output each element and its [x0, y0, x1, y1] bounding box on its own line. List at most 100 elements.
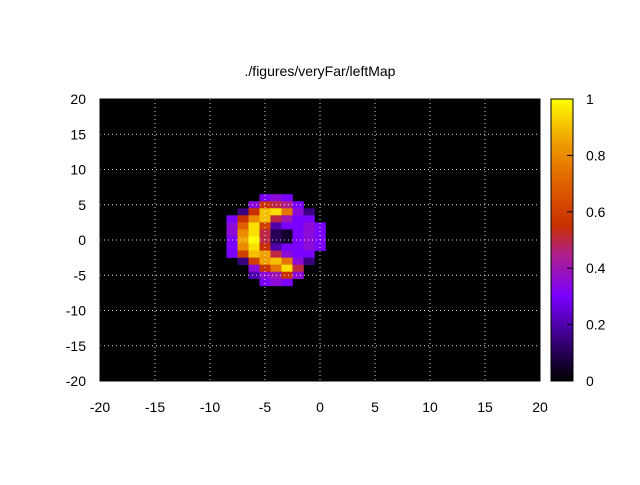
heatmap-cell: [248, 236, 260, 244]
heatmap-cell: [259, 236, 271, 244]
heatmap-cell: [292, 243, 304, 251]
colorbar-ticks: 0 0.2 0.4 0.6 0.8 1: [567, 91, 606, 389]
heatmap-cell: [281, 250, 293, 258]
heatmap-cell: [292, 201, 304, 209]
heatmap-cell: [281, 257, 293, 265]
x-tick-label: -20: [90, 399, 110, 415]
heatmap-cell: [259, 250, 271, 258]
heatmap-cell: [292, 264, 304, 273]
heatmap-cells: [226, 194, 326, 287]
heatmap-cell: [226, 222, 238, 230]
heatmap-cell: [303, 229, 315, 237]
heatmap-cell: [237, 243, 249, 251]
y-tick-label: 15: [70, 126, 86, 142]
heatmap-cell: [259, 229, 271, 237]
heatmap-cell: [226, 250, 238, 258]
x-axis-ticks: -20 -15 -10 -5 0 5 10 15 20: [90, 399, 548, 415]
heatmap-cell: [270, 243, 282, 251]
heatmap-cell: [237, 229, 249, 237]
heatmap-cell: [303, 243, 315, 251]
heatmap-cell: [270, 264, 282, 273]
y-tick-label: 20: [70, 91, 86, 107]
heatmap-cell: [259, 257, 271, 265]
x-tick-label: -5: [259, 399, 272, 415]
heatmap-cell: [270, 229, 282, 237]
heatmap-cell: [270, 194, 282, 202]
heatmap-cell: [259, 201, 271, 209]
y-tick-label: -15: [66, 338, 86, 354]
x-tick-label: 10: [422, 399, 438, 415]
heatmap-cell: [248, 229, 260, 237]
heatmap-cell: [226, 243, 238, 251]
heatmap-cell: [292, 257, 304, 265]
heatmap-cell: [237, 215, 249, 223]
x-tick-label: -10: [200, 399, 220, 415]
heatmap-cell: [303, 257, 315, 265]
plot-frame: [99, 98, 541, 382]
x-tick-label: 5: [371, 399, 379, 415]
heatmap-cell: [292, 271, 304, 280]
y-axis-ticks: -20 -15 -10 -5 0 5 10 15 20: [66, 91, 86, 389]
chart-title: ./figures/veryFar/leftMap: [245, 63, 396, 79]
x-tick-label: 0: [316, 399, 324, 415]
heatmap-cell: [281, 271, 293, 280]
heatmap-cell: [270, 222, 282, 230]
heatmap-cell: [237, 208, 249, 216]
heatmap-cell: [281, 229, 293, 237]
y-tick-label: 5: [78, 197, 86, 213]
heatmap-cell: [281, 215, 293, 223]
heatmap-cell: [248, 201, 260, 209]
heatmap-cell: [237, 250, 249, 258]
heatmap-cell: [281, 201, 293, 209]
heatmap-cell: [303, 236, 315, 244]
heatmap-cell: [237, 222, 249, 230]
heatmap-cell: [248, 264, 260, 273]
heatmap-cell: [226, 229, 238, 237]
x-tick-label: 15: [477, 399, 493, 415]
heatmap-cell: [292, 208, 304, 216]
heatmap-cell: [259, 264, 271, 273]
colorbar-tick-label: 1: [586, 91, 594, 107]
heatmap-cell: [292, 236, 304, 244]
heatmap-cell: [303, 222, 315, 230]
y-tick-label: 10: [70, 162, 86, 178]
heatmap-cell: [226, 215, 238, 223]
y-tick-label: -10: [66, 303, 86, 319]
heatmap-cell: [248, 243, 260, 251]
heatmap-cell: [281, 278, 293, 287]
y-tick-label: -5: [74, 267, 87, 283]
heatmap-cell: [303, 208, 315, 216]
heatmap-cell: [270, 278, 282, 287]
colorbar-tick-label: 0: [586, 373, 594, 389]
heatmap-cell: [270, 250, 282, 258]
heatmap-cell: [259, 194, 271, 202]
heatmap-cell: [281, 208, 293, 216]
heatmap-cell: [292, 229, 304, 237]
heatmap-cell: [292, 222, 304, 230]
heatmap-cell: [281, 264, 293, 273]
y-tick-label: -20: [66, 373, 86, 389]
colorbar-tick-label: 0.8: [586, 147, 606, 163]
heatmap-cell: [237, 236, 249, 244]
colorbar-tick-label: 0.6: [586, 204, 606, 220]
heatmap-cell: [270, 257, 282, 265]
heatmap-cell: [281, 222, 293, 230]
grid-lines: [100, 99, 540, 381]
heatmap-cell: [248, 257, 260, 265]
x-tick-label: -15: [145, 399, 165, 415]
heatmap-cell: [314, 229, 326, 237]
y-tick-label: 0: [78, 232, 86, 248]
x-tick-label: 20: [532, 399, 548, 415]
heatmap-cell: [292, 215, 304, 223]
heatmap-cell: [270, 215, 282, 223]
colorbar-tick-label: 0.4: [586, 260, 606, 276]
heatmap-cell: [314, 222, 326, 230]
heatmap-cell: [248, 250, 260, 258]
heatmap-cell: [303, 215, 315, 223]
heatmap-cell: [281, 243, 293, 251]
heatmap-cell: [259, 278, 271, 287]
heatmap-cell: [259, 222, 271, 230]
colorbar-tick-label: 0.2: [586, 317, 606, 333]
heatmap-cell: [248, 222, 260, 230]
